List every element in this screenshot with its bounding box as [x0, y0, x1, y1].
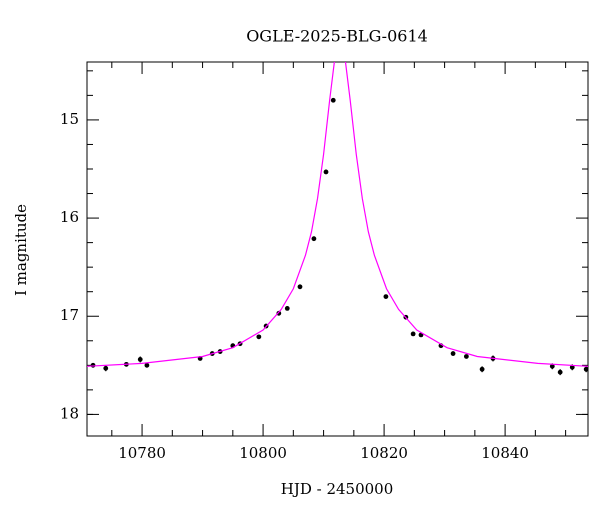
data-point	[323, 169, 329, 175]
x-tick-label: 10840	[481, 444, 529, 462]
plot-frame	[86, 61, 589, 437]
data-point	[297, 284, 303, 290]
x-axis-label: HJD - 2450000	[281, 480, 394, 498]
data-point	[410, 331, 416, 337]
data-point	[569, 364, 575, 370]
y-tick-label: 17	[60, 306, 79, 324]
y-axis-label: I magnitude	[12, 204, 30, 296]
y-tick-label: 18	[60, 404, 79, 422]
data-point	[583, 366, 588, 372]
data-point	[549, 363, 555, 369]
data-point	[383, 294, 389, 300]
model-curve	[87, 62, 588, 367]
y-tick-label: 16	[60, 208, 79, 226]
data-point	[479, 366, 485, 372]
data-point	[284, 305, 290, 311]
data-point	[144, 362, 150, 368]
data-point	[276, 310, 282, 316]
x-tick-label: 10800	[239, 444, 287, 462]
data-point	[311, 236, 317, 242]
data-point	[137, 357, 143, 362]
y-tick-label: 15	[60, 110, 79, 128]
plot-area	[87, 62, 588, 376]
data-point	[463, 354, 469, 359]
x-tick-label: 10820	[360, 444, 408, 462]
x-tick-label: 10780	[118, 444, 166, 462]
data-point	[330, 97, 336, 103]
data-point	[450, 351, 456, 356]
data-point	[557, 369, 563, 375]
data-point	[256, 334, 262, 340]
chart-title: OGLE-2025-BLG-0614	[246, 27, 428, 46]
data-point	[103, 365, 109, 371]
